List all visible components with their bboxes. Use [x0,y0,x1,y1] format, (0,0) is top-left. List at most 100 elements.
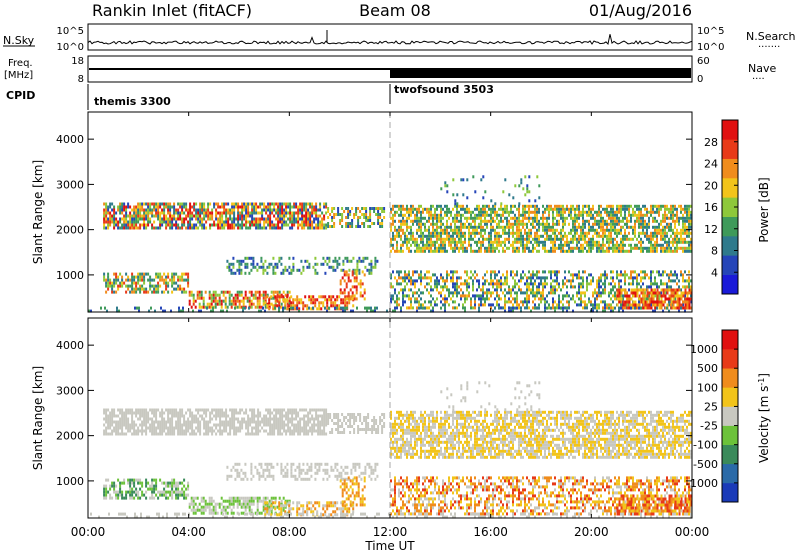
echo-cell [275,211,278,215]
echo-cell [660,288,663,292]
echo-cell [542,213,544,217]
echo-cell [115,272,118,276]
echo-cell [554,270,556,274]
echo-cell [278,295,281,299]
echo-cell [544,240,546,244]
echo-cell [452,249,454,253]
echo-cell [143,223,146,227]
echo-cell [446,228,448,232]
echo-cell [149,284,152,288]
echo-cell [474,216,476,220]
echo-cell [157,214,160,218]
echo-cell [296,304,299,308]
echo-cell [251,217,254,221]
echo-cell [430,294,432,298]
echo-cell [123,217,126,221]
echo-cell [336,262,339,266]
echo-cell [295,205,298,209]
echo-cell [183,287,186,291]
echo-cell [281,214,284,218]
echo-cell [155,287,158,291]
echo-cell [339,288,342,292]
echo-cell [273,205,276,209]
echo-cell [272,307,275,311]
echo-cell [536,216,538,220]
echo-cell [432,216,434,220]
echo-cell [301,211,304,215]
echo-cell [392,207,394,211]
echo-cell [107,417,110,421]
echo-cell [682,300,685,304]
echo-cell [574,216,576,220]
echo-cell [149,426,152,430]
echo-cell [175,287,178,291]
echo-cell [582,246,584,250]
echo-cell [119,211,122,215]
echo-cell [618,273,620,277]
echo-cell [534,207,536,211]
echo-cell [444,204,446,208]
echo-cell [270,295,273,299]
echo-cell [440,219,442,223]
echo-cell [474,300,476,304]
echo-cell [682,213,684,217]
echo-cell [396,306,398,310]
echo-cell [273,202,276,206]
echo-cell [510,222,512,226]
echo-cell [116,309,118,313]
echo-cell [670,285,672,289]
echo-cell [538,240,540,244]
echo-cell [157,287,160,291]
echo-cell [115,429,118,433]
echo-cell [488,237,490,241]
echo-cell [408,279,410,283]
echo-cell [538,207,540,211]
echo-cell [161,202,164,206]
echo-cell [308,265,311,269]
echo-cell [353,285,356,289]
echo-cell [638,204,640,208]
echo-cell [682,216,684,220]
echo-cell [420,204,422,208]
echo-cell [470,300,472,304]
echo-cell [566,285,568,289]
echo-cell [432,306,434,310]
echo-cell [191,214,194,218]
echo-cell [251,214,254,218]
echo-cell [506,282,508,286]
echo-cell [552,285,554,289]
echo-cell [620,228,622,232]
echo-cell [404,234,406,238]
echo-cell [622,306,625,310]
echo-cell [363,225,366,228]
echo-cell [100,306,102,310]
echo-cell [420,273,422,277]
echo-cell [582,222,584,226]
echo-cell [328,306,330,310]
echo-cell [315,214,318,218]
echo-cell [125,290,128,294]
echo-cell [460,240,462,244]
echo-cell [253,208,256,212]
echo-cell [508,219,510,223]
echo-cell [137,211,140,215]
echo-cell [247,202,250,206]
echo-cell [370,259,373,263]
echo-cell [440,222,442,226]
echo-cell [500,243,502,247]
echo-cell [353,297,356,301]
echo-cell [227,211,230,215]
echo-cell [133,426,136,430]
echo-cell [231,208,234,212]
echo-cell [187,275,190,279]
echo-cell [135,290,138,294]
echo-cell [494,282,496,286]
echo-cell [187,278,190,282]
echo-cell [428,300,430,304]
echo-cell [239,217,242,221]
echo-cell [131,223,134,227]
echo-cell [147,208,150,212]
echo-cell [620,207,622,211]
echo-cell [610,309,612,313]
echo-cell [688,225,690,229]
